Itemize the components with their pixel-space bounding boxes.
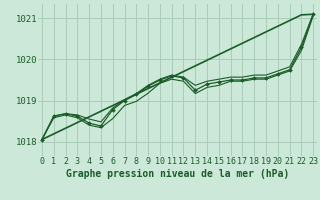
- X-axis label: Graphe pression niveau de la mer (hPa): Graphe pression niveau de la mer (hPa): [66, 169, 289, 179]
